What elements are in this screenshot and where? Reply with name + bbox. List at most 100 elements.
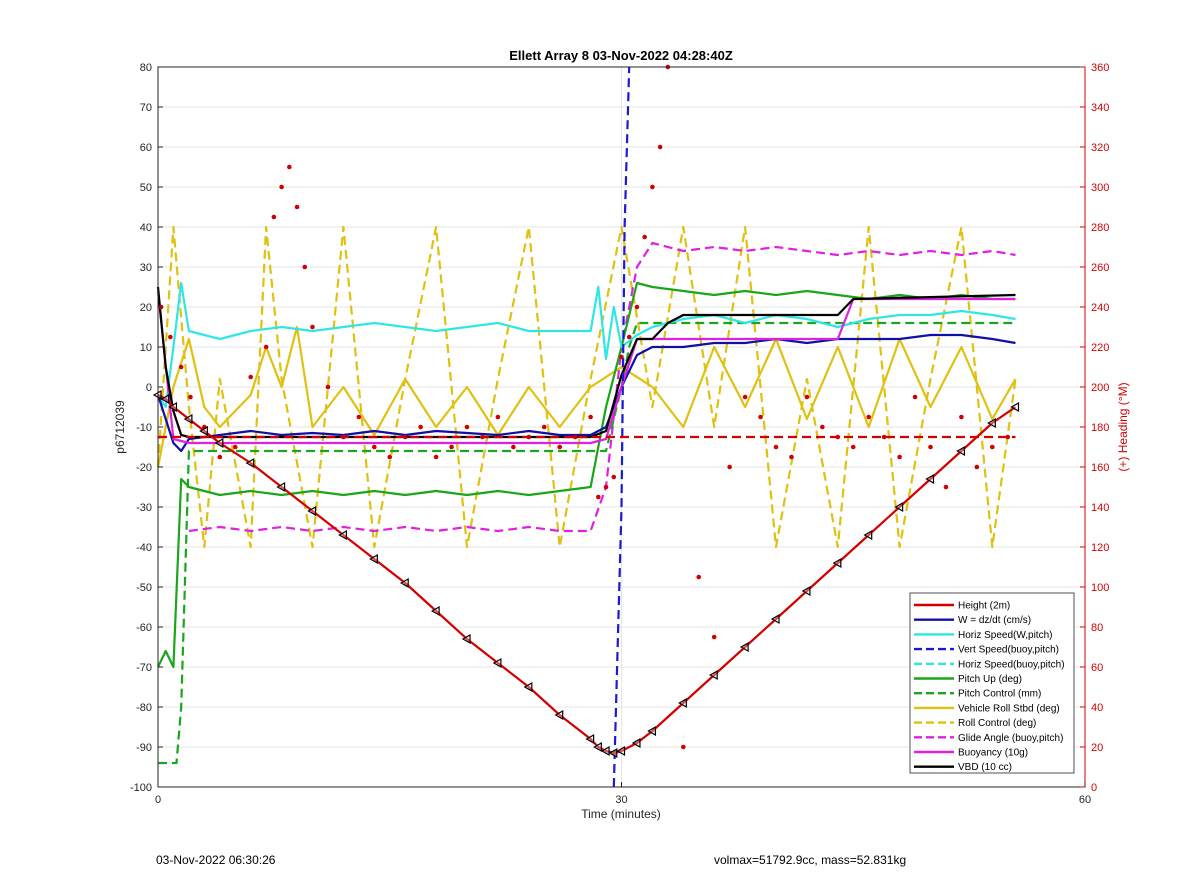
x-tick-label: 0	[155, 794, 161, 806]
heading-point	[541, 424, 547, 430]
left-tick-label: 0	[146, 382, 152, 394]
heading-point	[850, 444, 856, 450]
heading-point	[310, 324, 315, 330]
heading-point	[974, 464, 980, 470]
right-tick-label: 200	[1091, 382, 1109, 394]
heading-point	[619, 354, 624, 360]
left-tick-label: -30	[136, 502, 152, 514]
heading-point	[356, 414, 362, 420]
heading-point	[866, 414, 871, 420]
height-marker	[647, 725, 657, 737]
height-marker	[276, 481, 286, 493]
heading-point	[897, 454, 902, 460]
legend-label: Glide Angle (buoy,pitch)	[958, 733, 1063, 744]
height-marker	[199, 425, 208, 437]
left-tick-label: 50	[140, 182, 152, 194]
heading-point	[217, 454, 223, 460]
heading-point	[758, 414, 763, 420]
heading-point	[928, 444, 933, 450]
heading-point	[526, 434, 532, 440]
legend: Height (2m) W = dz/dt (cm/s) Horiz Speed(W…	[909, 592, 1075, 774]
left-tick-label: -80	[136, 702, 152, 714]
series-line-vehicle-roll-stbd-deg	[156, 325, 1017, 468]
right-tick-label: 0	[1091, 782, 1097, 794]
heading-point	[511, 444, 516, 450]
series-line-vert-speed-buoy-pitch	[612, 66, 631, 788]
heading-point	[611, 474, 617, 480]
heading-point	[642, 234, 647, 240]
heading-point	[943, 484, 949, 490]
heading-point	[657, 144, 663, 150]
heading-point	[263, 344, 269, 350]
legend-label: Vert Speed(buoy,pitch)	[958, 645, 1059, 656]
heading-point	[464, 424, 470, 430]
heading-point	[789, 454, 794, 460]
heading-point	[402, 434, 408, 440]
heading-point	[302, 264, 308, 270]
heading-point	[681, 744, 686, 750]
y-axis-label: p6712039	[113, 400, 127, 454]
heading-point	[820, 424, 825, 430]
heading-point	[596, 494, 601, 500]
height-marker	[631, 737, 641, 749]
heading-point	[372, 444, 377, 450]
height-marker	[160, 393, 170, 405]
height-marker	[585, 733, 595, 745]
right-tick-label: 240	[1091, 302, 1109, 314]
left-axis-ticks: 80 70 60 50 40 30 20 10 0 -10 -20 -30 -40 -50 -60 -70 -8…	[130, 62, 163, 794]
left-tick-label: -60	[136, 622, 152, 634]
right-tick-label: 220	[1091, 342, 1109, 354]
heading-point	[341, 434, 346, 440]
left-tick-label: -40	[136, 542, 152, 554]
x-axis-ticks: 0 30 60	[155, 782, 1091, 806]
height-marker	[492, 657, 502, 669]
series-layer	[152, 64, 1020, 788]
heading-point	[634, 304, 640, 310]
legend-label: Vehicle Roll Stbd (deg)	[958, 703, 1060, 714]
footer-timestamp: 03-Nov-2022 06:30:26	[156, 853, 276, 867]
height-marker	[461, 633, 471, 645]
right-tick-label: 60	[1091, 662, 1103, 674]
height-marker	[307, 505, 317, 517]
height-marker	[832, 557, 842, 569]
series-line-glide-angle-buoy-pitch	[188, 241, 1016, 533]
heading-point	[835, 434, 841, 440]
right-tick-label: 300	[1091, 182, 1109, 194]
heading-point	[650, 184, 655, 190]
left-tick-label: 30	[140, 262, 152, 274]
legend-label: Horiz Speed(buoy,pitch)	[958, 659, 1065, 670]
heading-point	[804, 394, 810, 400]
heading-point	[232, 444, 238, 450]
heading-point	[387, 454, 393, 460]
left-tick-label: 80	[140, 62, 152, 74]
height-marker	[608, 747, 618, 759]
height-marker	[214, 437, 224, 449]
height-marker	[925, 473, 935, 485]
right-tick-label: 340	[1091, 102, 1109, 114]
left-tick-label: 60	[140, 142, 152, 154]
legend-label: VBD (10 cc)	[958, 762, 1012, 773]
heading-point	[480, 434, 485, 440]
left-tick-label: -70	[136, 662, 152, 674]
right-tick-label: 120	[1091, 542, 1109, 554]
left-tick-label: -10	[136, 422, 152, 434]
right-tick-label: 80	[1091, 622, 1103, 634]
height-marker	[1010, 401, 1020, 413]
height-marker	[739, 641, 749, 653]
height-marker	[338, 529, 347, 541]
right-tick-label: 100	[1091, 582, 1109, 594]
left-tick-label: 10	[140, 342, 152, 354]
legend-label: Height (2m)	[958, 601, 1010, 612]
heading-point	[881, 434, 887, 440]
heading-point	[912, 394, 918, 400]
heading-point	[742, 394, 748, 400]
right-y-axis-label: (+) Heading (°M)	[1116, 382, 1130, 471]
heading-point	[626, 334, 632, 340]
heading-point	[279, 184, 284, 190]
left-tick-label: 70	[140, 102, 152, 114]
legend-label: Horiz Speed(W,pitch)	[958, 630, 1052, 641]
heading-point	[588, 414, 593, 420]
series-line-pitch-up-deg	[157, 281, 1016, 669]
height-marker	[770, 613, 780, 625]
